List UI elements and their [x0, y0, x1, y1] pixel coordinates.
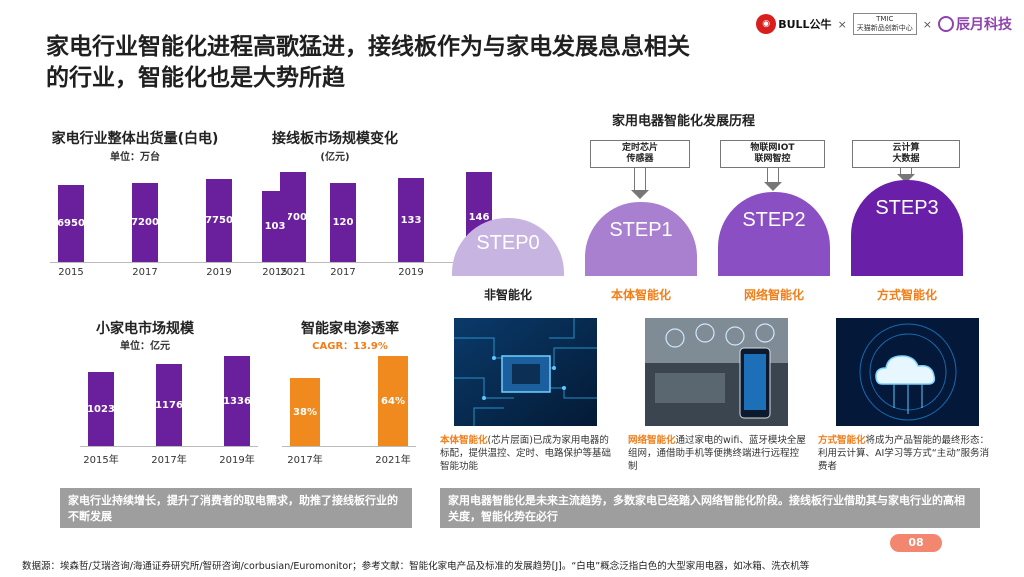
logo-separator: × [837, 17, 847, 31]
chenyue-logo-icon [938, 16, 954, 32]
cloud-computing-image [836, 318, 979, 426]
chart-bar: 6950 [57, 185, 85, 262]
powerstrip-chart-unit: (亿元) [320, 152, 350, 163]
right-summary-box: 家用电器智能化是未来主流趋势，多数家电已经踏入网络智能化阶段。接线板行业借助其与… [440, 488, 980, 528]
step3-callout: 云计算 大数据 [852, 140, 960, 168]
chart-bar-value-label: 38% [293, 406, 317, 418]
chart-x-tick-label: 2015 [58, 267, 84, 278]
chart-bar-value-label: 7750 [205, 215, 233, 226]
footer-source: 数据源：埃森哲/艾瑞咨询/海通证券研究所/智研咨询/corbusian/Euro… [22, 561, 810, 572]
title-line-1: 家电行业智能化进程高歌猛进，接线板作为与家电发展息息相关 [46, 34, 690, 60]
shipment-chart-unit: 单位：万台 [110, 152, 160, 163]
chart-x-tick-label: 2015年 [83, 455, 119, 466]
step3-description-text: 将成为产品智能的最终形态：利用云计算、AI学习等方式“主动”服务消费者 [818, 435, 990, 472]
shipment-chart-title: 家电行业整体出货量(白电) [51, 131, 219, 147]
bull-logo-text: BULL公牛 [778, 18, 832, 31]
chart-bar: 1336 [223, 356, 251, 446]
chart-bar-value-label: 8700 [279, 211, 307, 223]
step0-block: STEP0 [452, 218, 564, 276]
step1-block: STEP1 [585, 202, 697, 276]
chart-bar: 7200 [131, 183, 159, 262]
circuit-board-image [454, 318, 597, 426]
step3-description: 方式智能化将成为产品智能的最终形态：利用云计算、AI学习等方式“主动”服务消费者 [818, 434, 996, 473]
bull-logo-icon: ◉ [756, 14, 777, 34]
chart-bar: 120 [330, 183, 356, 262]
step1-description: 本体智能化(芯片层面)已成为家用电器的标配，提供温控、定时、电路保护等基础智能功… [440, 434, 618, 473]
chart-bar-value-label: 1023 [87, 403, 115, 415]
title-line-2: 的行业，智能化也是大势所趋 [46, 65, 345, 91]
chart-bar-value-label: 146 [468, 211, 490, 223]
logo-separator: × [922, 17, 932, 31]
step0-name: 非智能化 [483, 288, 532, 302]
step1-description-text: (芯片层面)已成为家用电器的标配，提供温控、定时、电路保护等基础智能功能 [440, 435, 612, 472]
chart-bar: 64% [378, 356, 408, 446]
step2-block: STEP2 [718, 192, 830, 276]
step1-description-highlight: 本体智能化 [440, 435, 488, 446]
partner-logos: ◉ BULL公牛 × TMIC 天猫新品创新中心 × 辰月科技 [756, 12, 1012, 36]
chart-bar-value-label: 7200 [131, 217, 159, 228]
chart-axis-line [80, 446, 258, 447]
left-summary-box: 家电行业持续增长，提升了消费者的取电需求，助推了接线板行业的不断发展 [60, 488, 412, 528]
penetration-chart-title: 智能家电渗透率 [301, 321, 399, 337]
chart-bar: 7750 [205, 179, 233, 262]
chart-bar: 1176 [155, 364, 183, 446]
chart-x-tick-label: 2015 [262, 267, 288, 278]
step2-name: 网络智能化 [743, 288, 804, 302]
chart-x-tick-label: 2021 [280, 267, 306, 278]
chenyue-logo-text: 辰月科技 [956, 17, 1012, 33]
chart-x-tick-label: 2017年 [151, 455, 187, 466]
chart-x-tick-label: 2019年 [219, 455, 255, 466]
chart-axis-line [50, 262, 314, 263]
step1-callout: 定时芯片 传感器 [590, 140, 690, 168]
evolution-section-title: 家用电器智能化发展历程 [612, 114, 756, 129]
smart-home-image [645, 318, 788, 426]
chart-bar-value-label: 133 [400, 214, 422, 226]
powerstrip-chart-title: 接线板市场规模变化 [272, 131, 398, 147]
chart-bar: 1023 [87, 372, 115, 446]
chart-x-tick-label: 2017 [132, 267, 158, 278]
step2-description-highlight: 网络智能化 [628, 435, 676, 446]
chart-x-tick-label: 2019 [398, 267, 424, 278]
step2-description: 网络智能化通过家电的wifi、蓝牙模块全屋组网，通借助手机等便携终端进行远程控制 [628, 434, 806, 473]
chart-x-tick-label: 2017 [330, 267, 356, 278]
step2-description-text: 通过家电的wifi、蓝牙模块全屋组网，通借助手机等便携终端进行远程控制 [628, 435, 806, 472]
chart-bar: 38% [290, 378, 320, 446]
chart-bar-value-label: 6950 [57, 218, 85, 229]
tmic-logo: TMIC 天猫新品创新中心 [852, 13, 917, 35]
chart-bar: 103 [262, 191, 288, 262]
chart-axis-line [254, 262, 500, 263]
small-appliance-chart-unit: 单位：亿元 [120, 341, 170, 352]
chart-bar-value-label: 103 [264, 221, 286, 232]
page-title: 家电行业智能化进程高歌猛进，接线板作为与家电发展息息相关 的行业，智能化也是大势… [46, 32, 786, 94]
chart-x-tick-label: 2021年 [375, 455, 411, 466]
chart-bar-value-label: 120 [332, 217, 354, 228]
step3-block: STEP3 [851, 180, 963, 276]
bull-logo: ◉ BULL公牛 [756, 14, 832, 34]
step3-name: 方式智能化 [876, 288, 937, 302]
step2-callout: 物联网IOT 联网智控 [720, 140, 825, 168]
page-number: 08 [890, 534, 942, 552]
chenyue-logo: 辰月科技 [938, 14, 1012, 34]
chart-x-tick-label: 2019 [206, 267, 232, 278]
chart-x-tick-label: 2017年 [287, 455, 323, 466]
chart-bar-value-label: 64% [381, 395, 405, 407]
chart-bar: 133 [398, 178, 424, 262]
small-appliance-chart-title: 小家电市场规模 [96, 321, 194, 337]
chart-bar-value-label: 1336 [223, 395, 251, 407]
step3-description-highlight: 方式智能化 [818, 435, 866, 446]
penetration-cagr: CAGR：13.9% [312, 341, 388, 352]
chart-bar-value-label: 1176 [155, 399, 183, 411]
step1-name: 本体智能化 [610, 288, 671, 302]
chart-axis-line [282, 446, 416, 447]
